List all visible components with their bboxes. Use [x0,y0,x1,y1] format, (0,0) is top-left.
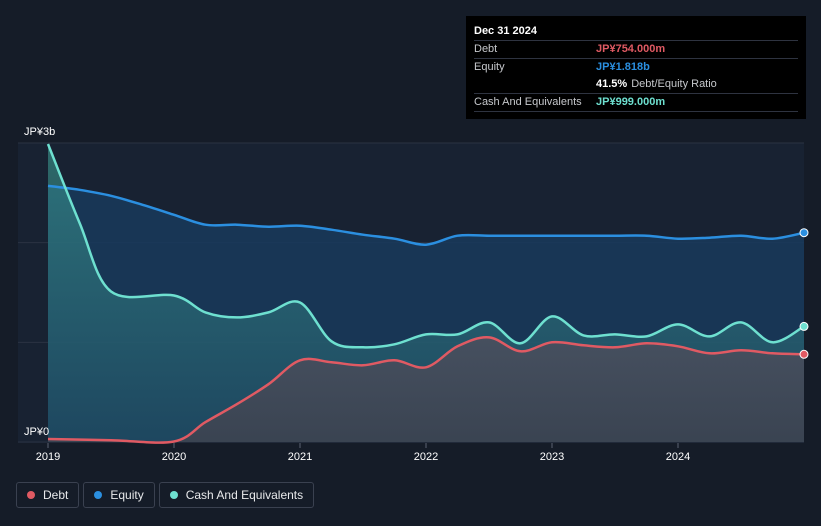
equity-dot-icon [94,491,103,499]
tooltip-equity-row: Equity JP¥1.818b [474,58,798,76]
x-tick-label: 2023 [540,451,564,463]
x-tick-label: 2021 [288,451,312,463]
tooltip-ratio-row: 41.5% Debt/Equity Ratio [474,76,798,93]
tooltip-cash-row: Cash And Equivalents JP¥999.000m [474,93,798,112]
debt-end-marker [799,349,809,359]
x-tick-label: 2020 [162,451,186,463]
tooltip-debt-row: Debt JP¥754.000m [474,40,798,58]
cash-dot-icon [169,491,178,499]
tooltip-debt-value: JP¥754.000m [596,43,666,55]
cash-line [46,143,805,349]
tooltip-ratio-label: Debt/Equity Ratio [631,78,717,90]
tooltip-equity-value: JP¥1.818b [596,61,650,73]
legend-label-equity: Equity [110,488,144,502]
tooltip-cash-value: JP¥999.000m [596,96,666,108]
legend-item-debt[interactable]: Debt [16,482,80,508]
y-axis-zero-label: JP¥0 [24,426,49,438]
x-tick-label: 2024 [666,451,690,463]
tooltip-ratio-value: 41.5% [596,78,628,90]
equity-line [47,184,805,246]
x-tick-label: 2019 [36,451,60,463]
y-axis-top-label: JP¥3b [24,126,55,138]
legend-item-equity[interactable]: Equity [83,482,155,508]
tooltip-equity-label: Equity [474,61,505,73]
end-markers [799,228,809,359]
debt-area [48,337,804,443]
legend-label-debt: Debt [43,488,69,502]
cash-end-marker [799,321,809,331]
tooltip-date: Dec 31 2024 [474,25,537,37]
debt-line [47,336,805,444]
x-tick-label: 2022 [414,451,438,463]
debt-dot-icon [27,491,35,499]
tooltip-debt-label: Debt [474,43,498,55]
legend-item-cash[interactable]: Cash And Equivalents [158,482,315,508]
tooltip-cash-label: Cash And Equivalents [474,96,582,108]
legend-label-cash: Cash And Equivalents [185,488,304,502]
equity-end-marker [799,228,809,238]
tooltip-panel: Dec 31 2024 Debt JP¥754.000m Equity JP¥1… [466,16,806,119]
legend: Debt Equity Cash And Equivalents [16,482,315,510]
x-axis-ticks: 2019 2020 2021 2022 2023 2024 [36,443,690,463]
